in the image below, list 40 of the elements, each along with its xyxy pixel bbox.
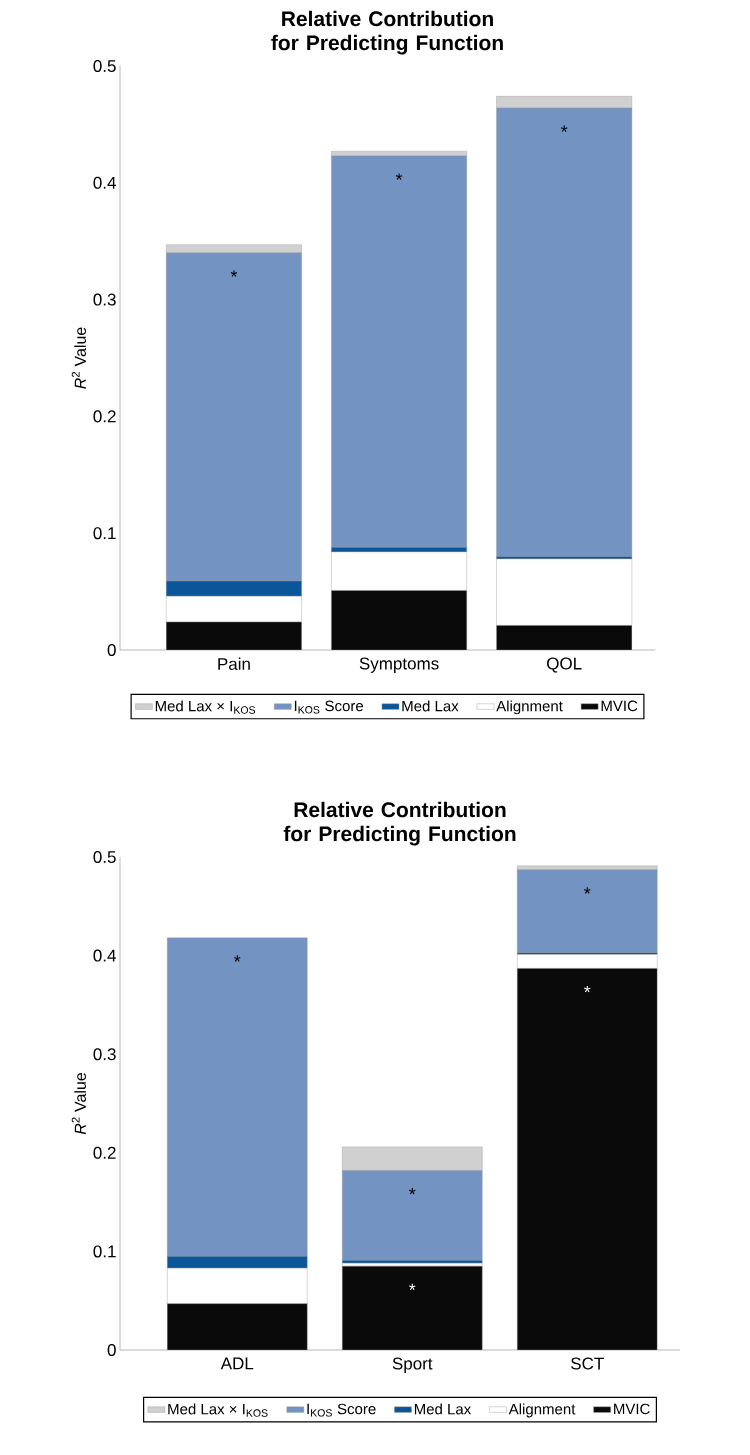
annotation: *: [395, 173, 403, 180]
legend-label: Alignment: [508, 1403, 576, 1418]
annotation: *: [584, 887, 591, 894]
y-tick-label: 0: [107, 1343, 116, 1357]
y-tick-label: 0.3: [93, 1048, 116, 1061]
chart-title: Relative Contribution for Predicting Function: [271, 10, 503, 55]
x-tick-label: SCT: [571, 1357, 604, 1370]
y-tick-label: 0.4: [93, 176, 116, 189]
legend-label: I$_{KOS}$ Score: [307, 1403, 376, 1417]
y-tick-label: 0.1: [93, 1245, 116, 1258]
y-tick-label: 0.2: [93, 410, 116, 423]
x-tick-label: Pain: [218, 657, 250, 671]
y-tick-label: 0: [107, 643, 116, 657]
legend-label: Med Lax: [414, 1403, 472, 1415]
legend-label: Med Lax × I$_{KOS}$: [168, 1403, 268, 1417]
legend-label: I$_{KOS}$ Score: [294, 700, 364, 714]
annotation: *: [409, 1283, 416, 1291]
legend-label: MVIC: [614, 1403, 650, 1415]
y-tick-label: 0.4: [93, 949, 116, 962]
legend-label: Med Lax: [402, 700, 459, 712]
y-tick-label: 0.2: [93, 1146, 116, 1159]
annotation: *: [409, 1188, 416, 1195]
annotation: *: [234, 955, 241, 962]
annotation: *: [230, 270, 238, 277]
y-tick-label: 0.1: [93, 527, 116, 540]
y-axis-title: R$^{2}$ Value: [71, 327, 86, 389]
annotation: *: [584, 985, 591, 993]
y-tick-label: 0.5: [93, 59, 116, 73]
legend-label: Alignment: [496, 700, 563, 715]
x-tick-label: QOL: [547, 657, 582, 673]
y-axis-title: R$^{2}$ Value: [71, 1072, 86, 1135]
legend-label: MVIC: [601, 700, 638, 712]
x-tick-label: Symptoms: [359, 657, 439, 673]
y-tick-label: 0.3: [93, 293, 116, 306]
chart-title: Relative Contribution for Predicting Function: [283, 801, 516, 846]
annotation: *: [560, 125, 568, 132]
y-tick-label: 0.5: [93, 850, 116, 864]
x-tick-label: Sport: [392, 1357, 433, 1373]
legend-label: Med Lax × I$_{KOS}$: [155, 700, 256, 714]
x-tick-label: ADL: [220, 1357, 254, 1370]
